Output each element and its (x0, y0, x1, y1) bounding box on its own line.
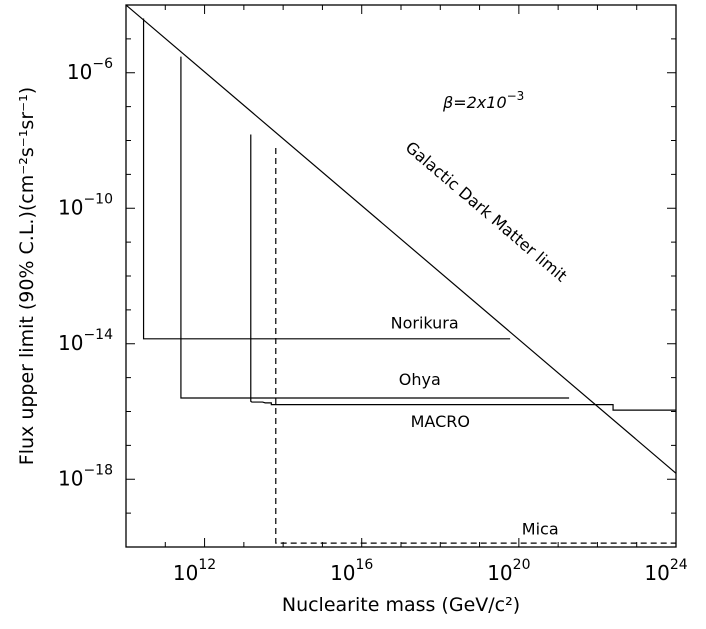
beta-annotation: β=2x10−3 (442, 89, 524, 112)
series-line-mica (275, 148, 676, 544)
series-line-ohya (180, 56, 570, 399)
series-label: Norikura (391, 314, 459, 333)
plot-frame (125, 4, 677, 548)
x-tick-label: 1016 (330, 557, 373, 585)
x-tick-label: 1012 (173, 557, 216, 585)
y-tick-label: 10−14 (58, 327, 113, 355)
series-label: Galactic Dark Matter limit (402, 138, 571, 286)
series-line-norikura (142, 18, 511, 340)
series-line-macro (250, 134, 676, 411)
x-tick-label: 1020 (487, 557, 530, 585)
x-tick-label: 1024 (644, 557, 687, 585)
series-label: Mica (522, 520, 559, 539)
y-axis-title: Flux upper limit (90% C.L.)(cm⁻²s⁻¹sr⁻¹) (16, 87, 38, 465)
beta-annotation-prefix: β=2x10 (442, 93, 507, 112)
y-tick-label: 10−6 (67, 56, 113, 84)
y-tick-label: 10−18 (58, 462, 113, 490)
series-label: Ohya (399, 370, 441, 389)
series-label: MACRO (411, 412, 470, 431)
x-axis-title: Nuclearite mass (GeV/c²) (282, 594, 520, 616)
y-tick-label: 10−10 (58, 191, 113, 219)
series-line-galactic-dark-matter-limit (125, 4, 677, 474)
data-series (125, 4, 677, 544)
axis-ticks: 1012 1016 1020 1024 10−6 10−10 10−14 10−18 (58, 4, 688, 585)
beta-annotation-exp: −3 (507, 89, 525, 103)
series-labels: Galactic Dark Matter limit Norikura Ohya MA… (391, 138, 571, 539)
